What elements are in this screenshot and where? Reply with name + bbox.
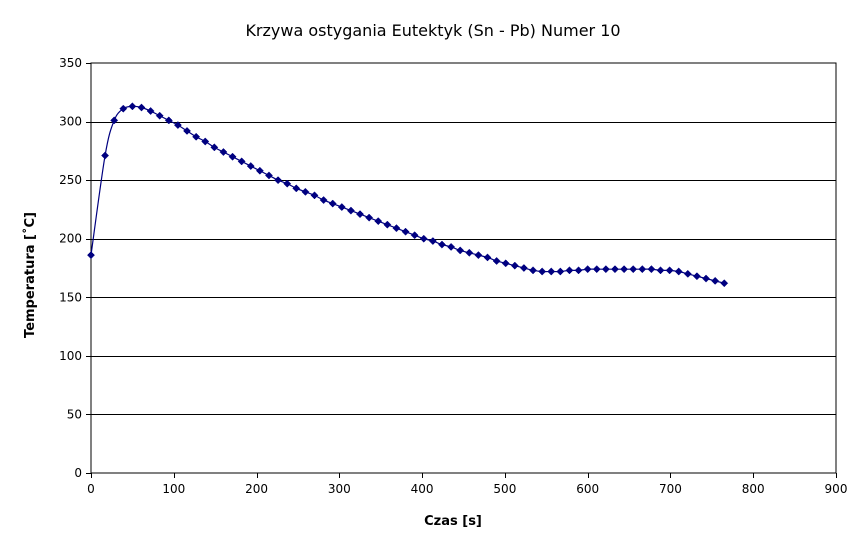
data-point-31 <box>374 217 383 226</box>
y-tick-label-300: 300 <box>59 115 82 129</box>
data-point-26 <box>328 199 337 208</box>
data-point-13 <box>210 143 219 152</box>
data-point-60 <box>638 265 647 274</box>
x-tick-label-200: 200 <box>245 482 268 496</box>
y-tick-label-200: 200 <box>59 232 82 246</box>
y-tick-label-0: 0 <box>74 466 82 480</box>
data-point-61 <box>647 265 656 274</box>
data-point-8 <box>164 116 173 125</box>
y-tick-label-350: 350 <box>59 56 82 70</box>
x-tick-label-500: 500 <box>493 482 516 496</box>
data-point-47 <box>519 264 528 272</box>
data-point-56 <box>601 265 610 274</box>
x-tick-label-100: 100 <box>162 482 185 496</box>
y-tick-label-50: 50 <box>67 407 82 421</box>
data-point-63 <box>665 266 674 275</box>
x-tick-label-900: 900 <box>825 482 848 496</box>
data-point-1 <box>101 151 110 160</box>
data-point-0 <box>87 251 95 260</box>
data-point-64 <box>674 267 683 276</box>
data-point-45 <box>501 259 510 268</box>
x-tick-label-300: 300 <box>328 482 351 496</box>
chart-title: Krzywa ostygania Eutektyk (Sn - Pb) Nume… <box>245 21 620 40</box>
x-tick-label-800: 800 <box>742 482 765 496</box>
data-point-6 <box>146 107 155 115</box>
data-point-58 <box>620 265 629 274</box>
data-point-55 <box>592 265 601 274</box>
y-tick-label-250: 250 <box>59 173 82 187</box>
data-point-49 <box>538 267 547 276</box>
data-point-4 <box>128 102 137 111</box>
data-point-51 <box>556 267 565 276</box>
data-point-2 <box>110 116 119 125</box>
data-point-19 <box>265 171 273 180</box>
data-point-9 <box>173 121 182 130</box>
y-axis-label: Temperatura [˚C] <box>22 212 38 338</box>
data-point-65 <box>683 269 692 278</box>
data-point-14 <box>219 148 228 156</box>
data-point-21 <box>283 179 292 188</box>
x-tick-label-700: 700 <box>659 482 682 496</box>
data-point-24 <box>310 191 319 200</box>
data-point-53 <box>574 266 583 275</box>
data-point-32 <box>383 220 392 229</box>
data-point-54 <box>583 265 592 274</box>
x-tick-label-600: 600 <box>576 482 599 496</box>
data-point-12 <box>201 137 210 146</box>
y-tick-label-100: 100 <box>59 349 82 363</box>
data-point-50 <box>547 267 556 276</box>
x-tick-label-400: 400 <box>411 482 434 496</box>
data-point-40 <box>456 246 465 255</box>
data-point-57 <box>611 265 619 274</box>
data-point-52 <box>565 266 574 275</box>
data-point-5 <box>137 103 146 112</box>
gridlines <box>90 62 837 474</box>
data-point-15 <box>228 152 237 161</box>
data-series <box>87 102 729 288</box>
x-tick-label-0: 0 <box>87 482 95 496</box>
data-point-46 <box>510 261 519 270</box>
data-point-3 <box>119 104 128 113</box>
data-point-7 <box>155 111 164 120</box>
data-point-43 <box>483 253 492 262</box>
axes: 0 50 100 150 200 250 300 350 0 100 200 300 400 500 600… <box>59 56 847 496</box>
data-point-27 <box>337 203 346 212</box>
data-point-44 <box>492 257 501 265</box>
data-point-48 <box>529 266 537 275</box>
data-point-68 <box>711 276 720 285</box>
data-point-29 <box>356 210 364 219</box>
data-point-42 <box>474 251 483 260</box>
data-point-62 <box>656 266 665 275</box>
data-point-18 <box>255 166 264 175</box>
data-point-36 <box>419 234 428 243</box>
x-axis-label: Czas [s] <box>424 514 482 529</box>
data-point-37 <box>428 237 437 246</box>
data-point-23 <box>301 187 310 196</box>
data-point-16 <box>237 157 246 166</box>
data-point-38 <box>438 240 446 249</box>
data-point-59 <box>629 265 638 274</box>
data-point-35 <box>410 231 419 240</box>
data-point-20 <box>274 176 283 185</box>
data-point-28 <box>346 206 355 215</box>
plot-area-border <box>90 62 837 474</box>
data-point-22 <box>292 184 301 193</box>
data-point-67 <box>702 274 710 283</box>
data-point-30 <box>365 213 374 222</box>
data-point-41 <box>465 248 474 257</box>
data-point-69 <box>720 279 729 288</box>
y-tick-label-150: 150 <box>59 290 82 304</box>
data-point-17 <box>246 162 255 171</box>
data-point-33 <box>392 224 401 233</box>
data-point-25 <box>319 196 328 205</box>
data-point-34 <box>401 227 410 236</box>
data-point-66 <box>692 272 701 281</box>
data-point-39 <box>447 242 456 251</box>
data-point-11 <box>192 132 201 141</box>
data-point-10 <box>183 126 191 135</box>
